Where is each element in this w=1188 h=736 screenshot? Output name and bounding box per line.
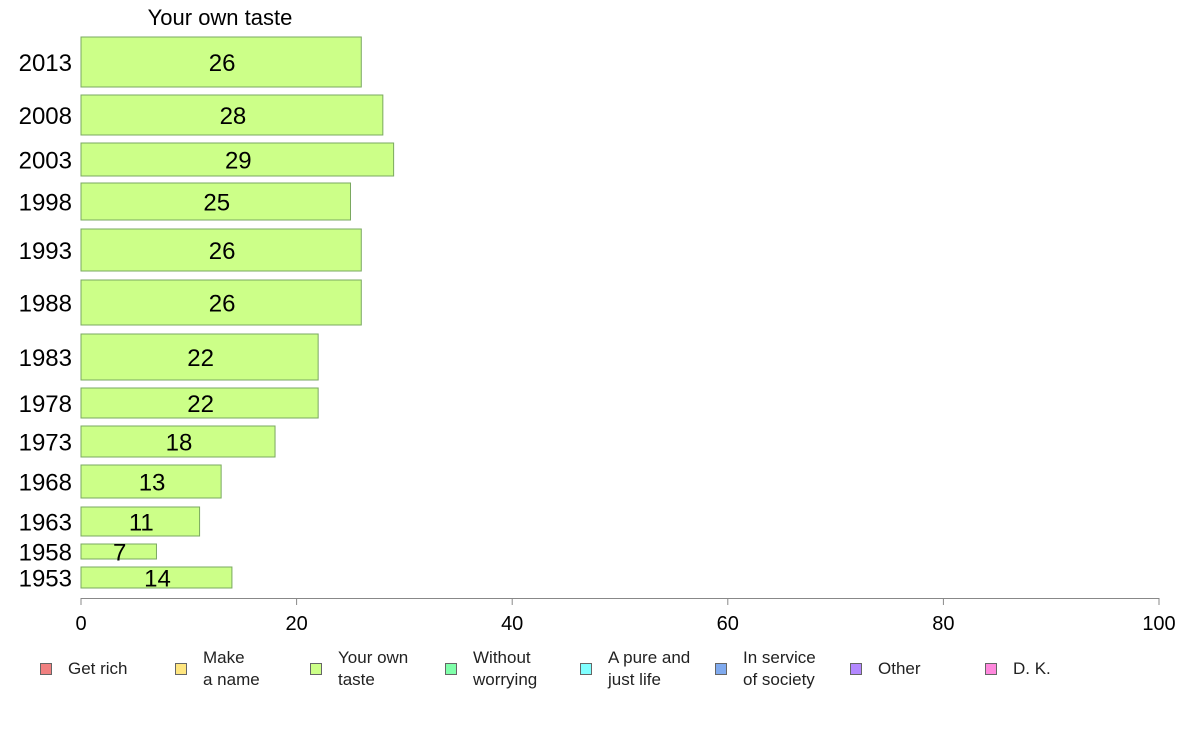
x-tick-label-40: 40 — [501, 613, 523, 635]
legend-label: A pure and just life — [608, 648, 691, 689]
bar-1973 — [80, 425, 276, 458]
legend-label: Make a name — [203, 648, 260, 689]
legend-label: D. K. — [1013, 659, 1051, 678]
data-label-1988: 26 — [209, 291, 236, 318]
legend-item: Make a name — [175, 646, 260, 692]
bar-1998 — [80, 182, 351, 221]
category-label-2013: 2013 — [19, 50, 72, 77]
data-label-2003: 29 — [225, 148, 252, 175]
data-label-1998: 25 — [203, 190, 230, 217]
legend-label: Get rich — [68, 659, 128, 678]
category-label-1983: 1983 — [19, 345, 72, 372]
data-label-1953: 14 — [144, 566, 171, 593]
x-tick-label-100: 100 — [1142, 613, 1175, 635]
legend-item: Other — [850, 646, 921, 692]
bar-1993 — [80, 228, 362, 272]
legend-label: In service of society — [743, 648, 816, 689]
category-label-1968: 1968 — [19, 470, 72, 497]
bar-1958 — [80, 543, 157, 560]
data-label-1968: 13 — [139, 470, 166, 497]
category-label-2003: 2003 — [19, 148, 72, 175]
legend-item: Your own taste — [310, 646, 408, 692]
category-label-1978: 1978 — [19, 391, 72, 418]
x-tick-label-80: 80 — [932, 613, 954, 635]
bar-2013 — [80, 36, 362, 88]
data-label-1958: 7 — [113, 540, 126, 567]
legend-swatch — [40, 663, 52, 675]
legend-swatch — [985, 663, 997, 675]
legend-label: Other — [878, 659, 921, 678]
bar-1953 — [80, 566, 233, 589]
category-label-1958: 1958 — [19, 540, 72, 567]
category-label-1988: 1988 — [19, 291, 72, 318]
data-label-2013: 26 — [209, 50, 236, 77]
legend-swatch — [445, 663, 457, 675]
data-label-1963: 11 — [129, 510, 154, 537]
bar-chart: Your own taste 2620132820082920032519982… — [19, 5, 1176, 635]
legend: Get rich Make a name Your own taste Without… — [0, 646, 1188, 696]
data-label-1993: 26 — [209, 238, 236, 265]
legend-swatch — [850, 663, 862, 675]
category-label-1973: 1973 — [19, 430, 72, 457]
x-tick-label-20: 20 — [285, 613, 307, 635]
category-label-1953: 1953 — [19, 566, 72, 593]
data-label-1983: 22 — [187, 345, 214, 372]
data-label-2008: 28 — [220, 103, 247, 130]
category-label-1963: 1963 — [19, 510, 72, 537]
bar-2003 — [80, 142, 395, 177]
bar-2008 — [80, 94, 384, 136]
bar-1963 — [80, 506, 201, 537]
legend-item: Get rich — [40, 646, 128, 692]
bar-1983 — [80, 333, 319, 381]
legend-swatch — [310, 663, 322, 675]
bar-1978 — [80, 387, 319, 419]
data-label-1973: 18 — [166, 430, 193, 457]
bar-1968 — [80, 464, 222, 499]
legend-swatch — [715, 663, 727, 675]
legend-swatch — [175, 663, 187, 675]
legend-item: Without worrying — [445, 646, 537, 692]
legend-swatch — [580, 663, 592, 675]
legend-label: Without worrying — [473, 648, 538, 689]
chart-title: Your own taste — [148, 5, 293, 30]
bar-1988 — [80, 279, 362, 326]
legend-item: In service of society — [715, 646, 816, 692]
legend-label: Your own taste — [338, 648, 409, 689]
data-label-1978: 22 — [187, 391, 214, 418]
x-tick-label-0: 0 — [75, 613, 86, 635]
legend-item: D. K. — [985, 646, 1051, 692]
category-label-1993: 1993 — [19, 238, 72, 265]
category-label-1998: 1998 — [19, 190, 72, 217]
category-label-2008: 2008 — [19, 103, 72, 130]
x-tick-label-60: 60 — [717, 613, 739, 635]
legend-item: A pure and just life — [580, 646, 690, 692]
